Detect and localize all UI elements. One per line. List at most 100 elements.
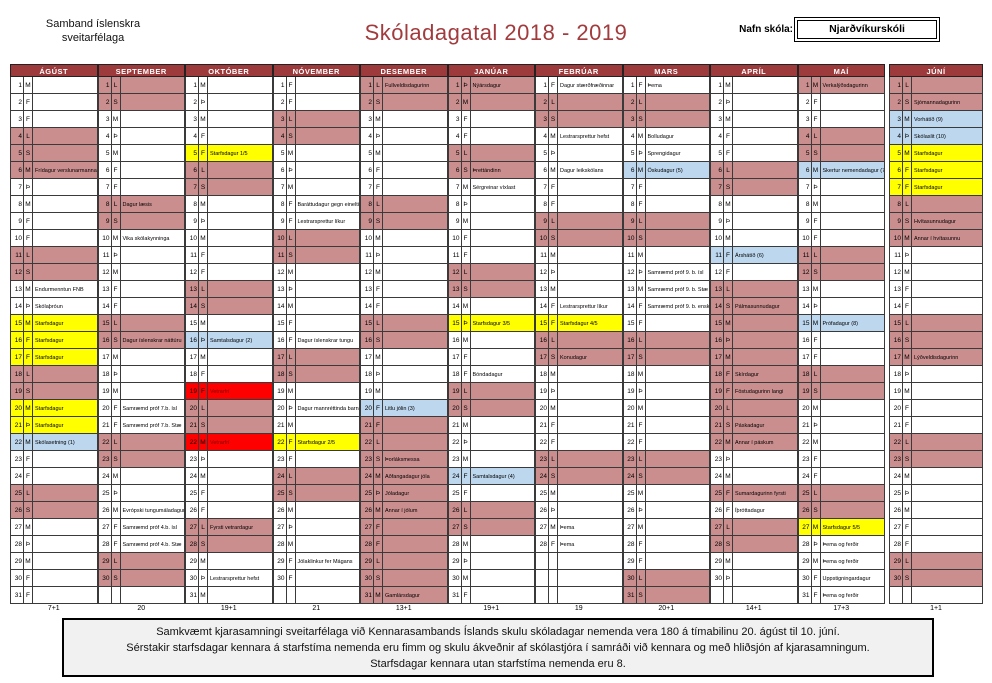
month-header: JÚNÍ <box>889 64 983 77</box>
weekday-letter: S <box>724 536 733 553</box>
day-number: 23 <box>710 451 724 468</box>
day-note <box>120 366 185 383</box>
day-note <box>820 468 885 485</box>
day-number: 4 <box>797 128 812 145</box>
day-note <box>383 298 448 315</box>
day-row: 18 S <box>272 366 360 383</box>
weekday-letter: F <box>903 162 912 179</box>
day-note <box>120 77 185 94</box>
day-number: 17 <box>360 349 374 366</box>
day-note <box>295 281 360 298</box>
weekday-letter: M <box>724 196 733 213</box>
day-note <box>470 383 535 400</box>
weekday-letter: L <box>903 434 912 451</box>
day-number: 16 <box>797 332 812 349</box>
day-row: 15 M Prófadagur (8) <box>797 315 885 332</box>
day-number: 17 <box>447 349 462 366</box>
day-note <box>208 298 273 315</box>
day-note <box>383 196 448 213</box>
day-row: 16 Þ <box>710 332 798 349</box>
weekday-letter: L <box>461 502 471 519</box>
day-row: 15 M <box>185 315 273 332</box>
weekday-letter: F <box>199 145 208 162</box>
day-number: 14 <box>185 298 199 315</box>
day-number: 9 <box>622 213 637 230</box>
day-number: 18 <box>185 366 199 383</box>
day-note <box>295 179 360 196</box>
weekday-letter: M <box>374 349 383 366</box>
day-number: 16 <box>97 332 112 349</box>
weekday-letter: F <box>199 128 208 145</box>
day-note <box>295 111 360 128</box>
day-number: 15 <box>889 315 903 332</box>
day-number: 15 <box>185 315 199 332</box>
weekday-letter: S <box>111 213 121 230</box>
day-number: 26 <box>535 502 549 519</box>
day-note: Samræmd próf 9. b. enska <box>645 298 710 315</box>
weekday-letter: M <box>549 485 558 502</box>
day-note <box>383 366 448 383</box>
day-note: Samræmd próf 7.b. Stæ <box>120 417 185 434</box>
day-number: 9 <box>447 213 462 230</box>
day-number: 12 <box>622 264 637 281</box>
day-number: 4 <box>447 128 462 145</box>
day-number: 3 <box>272 111 287 128</box>
day-note: Dagur leikskólans <box>558 162 623 179</box>
footer-note-line3: Starfsdagar kennara utan starfstíma neme… <box>370 657 626 670</box>
day-note <box>120 451 185 468</box>
weekday-letter: M <box>374 230 383 247</box>
day-row: 19 M <box>360 383 448 400</box>
day-row: 12 M <box>97 264 185 281</box>
day-note: Starfsdagur <box>33 417 98 434</box>
weekday-letter: L <box>24 247 33 264</box>
day-note <box>558 196 623 213</box>
day-number: 18 <box>447 366 462 383</box>
day-note <box>383 94 448 111</box>
weekday-letter: S <box>24 145 33 162</box>
day-number: 26 <box>97 502 112 519</box>
day-number: 11 <box>185 247 199 264</box>
day-note <box>120 213 185 230</box>
weekday-letter: S <box>24 383 33 400</box>
weekday-letter: Þ <box>111 128 121 145</box>
day-number: 26 <box>447 502 462 519</box>
day-row: 12 M <box>360 264 448 281</box>
school-name-input[interactable]: Njarðvíkurskóli <box>797 20 937 39</box>
day-number: 19 <box>535 383 549 400</box>
weekday-letter: M <box>903 111 912 128</box>
day-note: Prófadagur (8) <box>820 315 885 332</box>
weekday-letter: L <box>903 553 912 570</box>
day-note: Evrópski tungumáladagurinn <box>120 502 185 519</box>
day-note <box>470 417 535 434</box>
day-row: 19 S <box>10 383 98 400</box>
day-note: Lestrarsprettur hefst <box>558 128 623 145</box>
day-note: Skírdagur <box>733 366 798 383</box>
day-row: 20 Þ Dagur mannréttinda barna <box>272 400 360 417</box>
day-row: 25 F <box>447 485 535 502</box>
weekday-letter: F <box>286 434 296 451</box>
day-note <box>733 349 798 366</box>
day-number: 29 <box>797 553 812 570</box>
weekday-letter: F <box>724 128 733 145</box>
weekday-letter: M <box>374 264 383 281</box>
day-note: Vorhátíð (9) <box>912 111 983 128</box>
day-note <box>33 111 98 128</box>
day-number: 10 <box>535 230 549 247</box>
day-row: 15 F <box>272 315 360 332</box>
day-row: 10 M <box>360 230 448 247</box>
day-number: 16 <box>535 332 549 349</box>
day-note <box>820 111 885 128</box>
day-note <box>820 128 885 145</box>
day-note <box>820 213 885 230</box>
day-number: 24 <box>360 468 374 485</box>
day-number: 17 <box>97 349 112 366</box>
day-note: Þema og ferðir <box>820 536 885 553</box>
day-number: 1 <box>360 77 374 94</box>
day-number: 31 <box>185 587 199 604</box>
